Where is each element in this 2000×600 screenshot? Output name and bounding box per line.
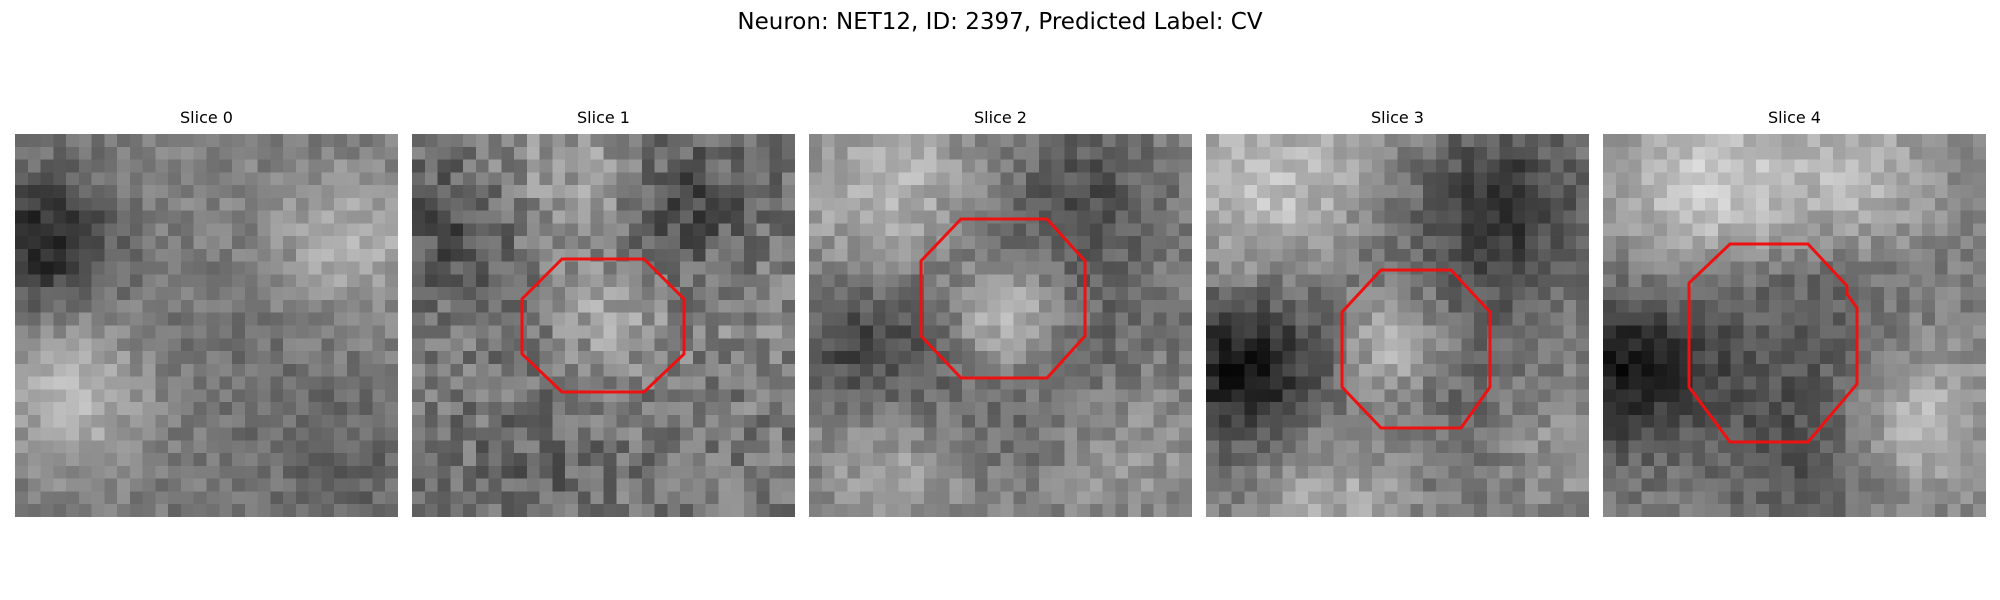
slice-panel-4: Slice 4 xyxy=(1603,108,1986,517)
slice-image-2 xyxy=(809,134,1192,517)
roi-outline-1 xyxy=(520,257,686,394)
slice-panel-0: Slice 0 xyxy=(15,108,398,517)
slice-image-0 xyxy=(15,134,398,517)
slice-panel-3: Slice 3 xyxy=(1206,108,1589,517)
slice-image-1 xyxy=(412,134,795,517)
slice-title-0: Slice 0 xyxy=(180,108,233,127)
roi-outline-3 xyxy=(1340,268,1492,430)
slice-panel-2: Slice 2 xyxy=(809,108,1192,517)
slice-title-1: Slice 1 xyxy=(577,108,630,127)
slice-title-3: Slice 3 xyxy=(1371,108,1424,127)
slice-image-3 xyxy=(1206,134,1589,517)
slice-image-4 xyxy=(1603,134,1986,517)
slice-title-4: Slice 4 xyxy=(1768,108,1821,127)
roi-outline-4 xyxy=(1687,242,1859,444)
slice-panel-1: Slice 1 xyxy=(412,108,795,517)
roi-outline-2 xyxy=(919,217,1087,380)
slice-title-2: Slice 2 xyxy=(974,108,1027,127)
figure-title: Neuron: NET12, ID: 2397, Predicted Label… xyxy=(737,9,1263,35)
